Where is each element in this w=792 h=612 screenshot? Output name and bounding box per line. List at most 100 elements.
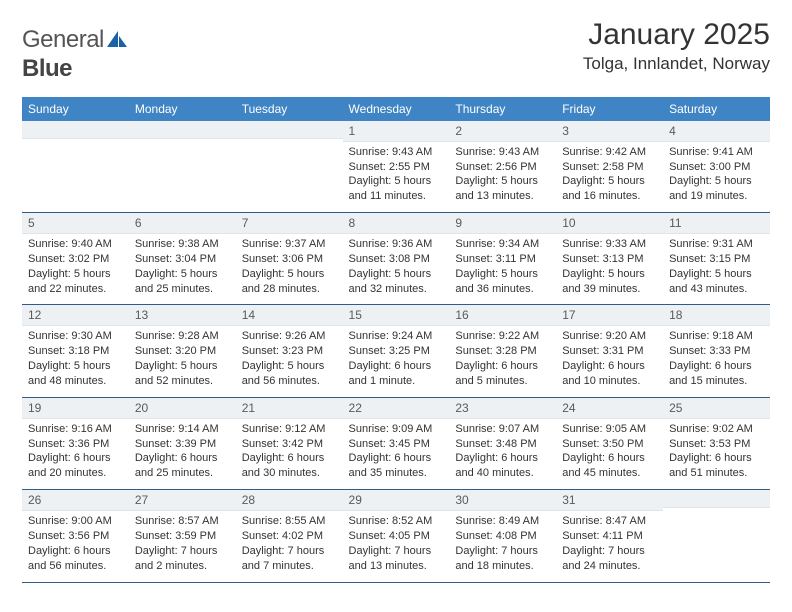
- day-text: Sunrise: 8:49 AMSunset: 4:08 PMDaylight:…: [449, 511, 556, 581]
- day-number: 5: [22, 213, 129, 234]
- week-row: 5Sunrise: 9:40 AMSunset: 3:02 PMDaylight…: [22, 213, 770, 305]
- day-line: Daylight: 6 hours and 10 minutes.: [562, 359, 657, 389]
- day-cell: 23Sunrise: 9:07 AMSunset: 3:48 PMDayligh…: [449, 397, 556, 489]
- day-number: 6: [129, 213, 236, 234]
- day-line: Sunset: 3:28 PM: [455, 344, 550, 359]
- day-cell: 8Sunrise: 9:36 AMSunset: 3:08 PMDaylight…: [343, 213, 450, 305]
- day-line: Sunrise: 8:55 AM: [242, 514, 337, 529]
- location: Tolga, Innlandet, Norway: [583, 54, 770, 74]
- day-number: 11: [663, 213, 770, 234]
- day-line: Sunset: 3:15 PM: [669, 252, 764, 267]
- day-text: Sunrise: 9:26 AMSunset: 3:23 PMDaylight:…: [236, 326, 343, 396]
- day-line: Sunset: 3:31 PM: [562, 344, 657, 359]
- day-cell: 25Sunrise: 9:02 AMSunset: 3:53 PMDayligh…: [663, 397, 770, 489]
- day-text: [236, 139, 343, 199]
- day-cell: 17Sunrise: 9:20 AMSunset: 3:31 PMDayligh…: [556, 305, 663, 397]
- day-line: Daylight: 5 hours and 48 minutes.: [28, 359, 123, 389]
- day-number: 23: [449, 398, 556, 419]
- day-number: 28: [236, 490, 343, 511]
- day-cell: 13Sunrise: 9:28 AMSunset: 3:20 PMDayligh…: [129, 305, 236, 397]
- day-line: Sunrise: 9:22 AM: [455, 329, 550, 344]
- day-number: 2: [449, 121, 556, 142]
- day-text: Sunrise: 9:09 AMSunset: 3:45 PMDaylight:…: [343, 419, 450, 489]
- day-number: 9: [449, 213, 556, 234]
- week-row: 12Sunrise: 9:30 AMSunset: 3:18 PMDayligh…: [22, 305, 770, 397]
- day-line: Sunrise: 8:52 AM: [349, 514, 444, 529]
- day-text: Sunrise: 9:43 AMSunset: 2:56 PMDaylight:…: [449, 142, 556, 212]
- day-cell: [129, 121, 236, 213]
- day-cell: 2Sunrise: 9:43 AMSunset: 2:56 PMDaylight…: [449, 121, 556, 213]
- day-cell: 10Sunrise: 9:33 AMSunset: 3:13 PMDayligh…: [556, 213, 663, 305]
- day-number: 15: [343, 305, 450, 326]
- day-line: Sunrise: 9:00 AM: [28, 514, 123, 529]
- day-line: Daylight: 6 hours and 1 minute.: [349, 359, 444, 389]
- day-number: 19: [22, 398, 129, 419]
- day-text: [663, 508, 770, 568]
- day-line: Sunrise: 9:43 AM: [455, 145, 550, 160]
- day-text: Sunrise: 9:40 AMSunset: 3:02 PMDaylight:…: [22, 234, 129, 304]
- day-line: Sunrise: 9:24 AM: [349, 329, 444, 344]
- day-line: Sunrise: 9:34 AM: [455, 237, 550, 252]
- day-line: Daylight: 6 hours and 15 minutes.: [669, 359, 764, 389]
- day-line: Sunset: 3:48 PM: [455, 437, 550, 452]
- day-text: Sunrise: 9:02 AMSunset: 3:53 PMDaylight:…: [663, 419, 770, 489]
- day-text: Sunrise: 9:42 AMSunset: 2:58 PMDaylight:…: [556, 142, 663, 212]
- day-line: Daylight: 5 hours and 39 minutes.: [562, 267, 657, 297]
- day-text: [129, 139, 236, 199]
- day-cell: 20Sunrise: 9:14 AMSunset: 3:39 PMDayligh…: [129, 397, 236, 489]
- day-line: Sunrise: 9:36 AM: [349, 237, 444, 252]
- day-cell: 6Sunrise: 9:38 AMSunset: 3:04 PMDaylight…: [129, 213, 236, 305]
- day-text: Sunrise: 9:22 AMSunset: 3:28 PMDaylight:…: [449, 326, 556, 396]
- day-line: Daylight: 6 hours and 20 minutes.: [28, 451, 123, 481]
- day-number: 4: [663, 121, 770, 142]
- logo: General Blue: [22, 18, 128, 83]
- day-text: Sunrise: 9:34 AMSunset: 3:11 PMDaylight:…: [449, 234, 556, 304]
- day-number: 16: [449, 305, 556, 326]
- day-line: Daylight: 5 hours and 28 minutes.: [242, 267, 337, 297]
- week-row: 1Sunrise: 9:43 AMSunset: 2:55 PMDaylight…: [22, 121, 770, 213]
- day-header: Wednesday: [343, 97, 450, 121]
- day-cell: 16Sunrise: 9:22 AMSunset: 3:28 PMDayligh…: [449, 305, 556, 397]
- day-number: [663, 490, 770, 508]
- day-number: 24: [556, 398, 663, 419]
- day-text: Sunrise: 9:18 AMSunset: 3:33 PMDaylight:…: [663, 326, 770, 396]
- day-line: Daylight: 7 hours and 2 minutes.: [135, 544, 230, 574]
- day-number: 17: [556, 305, 663, 326]
- day-line: Sunrise: 9:16 AM: [28, 422, 123, 437]
- day-line: Sunset: 2:55 PM: [349, 160, 444, 175]
- day-cell: 14Sunrise: 9:26 AMSunset: 3:23 PMDayligh…: [236, 305, 343, 397]
- day-line: Sunrise: 8:57 AM: [135, 514, 230, 529]
- day-line: Sunrise: 9:43 AM: [349, 145, 444, 160]
- day-line: Sunset: 2:58 PM: [562, 160, 657, 175]
- header: General Blue January 2025 Tolga, Innland…: [22, 18, 770, 83]
- day-line: Sunrise: 9:42 AM: [562, 145, 657, 160]
- day-text: Sunrise: 9:07 AMSunset: 3:48 PMDaylight:…: [449, 419, 556, 489]
- day-cell: 1Sunrise: 9:43 AMSunset: 2:55 PMDaylight…: [343, 121, 450, 213]
- day-line: Sunset: 2:56 PM: [455, 160, 550, 175]
- day-line: Sunrise: 9:14 AM: [135, 422, 230, 437]
- day-line: Daylight: 6 hours and 40 minutes.: [455, 451, 550, 481]
- day-cell: 4Sunrise: 9:41 AMSunset: 3:00 PMDaylight…: [663, 121, 770, 213]
- day-cell: 5Sunrise: 9:40 AMSunset: 3:02 PMDaylight…: [22, 213, 129, 305]
- day-line: Sunrise: 9:09 AM: [349, 422, 444, 437]
- day-number: 22: [343, 398, 450, 419]
- day-line: Sunset: 4:08 PM: [455, 529, 550, 544]
- day-line: Daylight: 6 hours and 30 minutes.: [242, 451, 337, 481]
- day-line: Daylight: 5 hours and 22 minutes.: [28, 267, 123, 297]
- day-line: Sunset: 3:11 PM: [455, 252, 550, 267]
- day-cell: 3Sunrise: 9:42 AMSunset: 2:58 PMDaylight…: [556, 121, 663, 213]
- day-cell: 7Sunrise: 9:37 AMSunset: 3:06 PMDaylight…: [236, 213, 343, 305]
- day-line: Sunset: 3:59 PM: [135, 529, 230, 544]
- day-text: Sunrise: 9:24 AMSunset: 3:25 PMDaylight:…: [343, 326, 450, 396]
- day-line: Sunset: 3:00 PM: [669, 160, 764, 175]
- day-line: Daylight: 6 hours and 25 minutes.: [135, 451, 230, 481]
- day-line: Daylight: 6 hours and 56 minutes.: [28, 544, 123, 574]
- day-line: Sunrise: 9:31 AM: [669, 237, 764, 252]
- day-text: Sunrise: 9:41 AMSunset: 3:00 PMDaylight:…: [663, 142, 770, 212]
- day-line: Sunrise: 9:33 AM: [562, 237, 657, 252]
- day-header: Tuesday: [236, 97, 343, 121]
- day-text: Sunrise: 9:28 AMSunset: 3:20 PMDaylight:…: [129, 326, 236, 396]
- day-text: Sunrise: 9:37 AMSunset: 3:06 PMDaylight:…: [236, 234, 343, 304]
- day-cell: [22, 121, 129, 213]
- day-line: Daylight: 7 hours and 7 minutes.: [242, 544, 337, 574]
